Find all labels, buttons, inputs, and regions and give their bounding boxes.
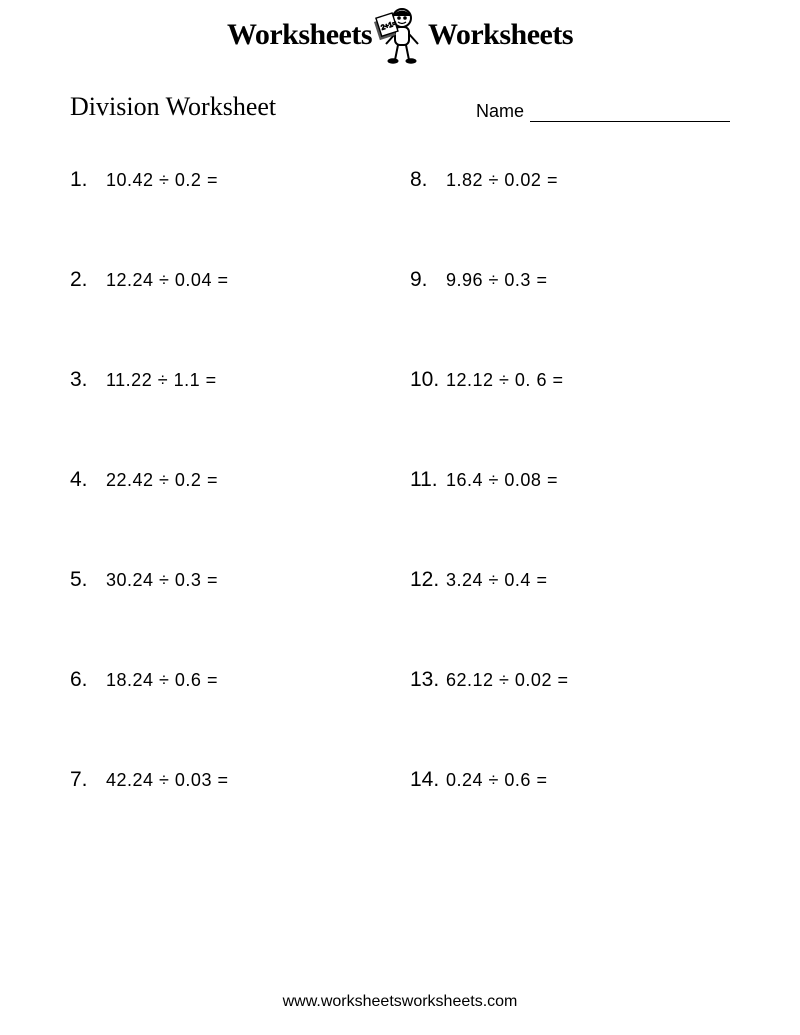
problem-row: 10. 12.12 ÷ 0. 6 = bbox=[410, 368, 740, 468]
logo-text-right: Worksheets bbox=[428, 18, 573, 51]
name-blank-line[interactable] bbox=[530, 102, 730, 122]
problem-expression: 18.24 ÷ 0.6 = bbox=[106, 670, 218, 691]
problem-expression: 22.42 ÷ 0.2 = bbox=[106, 470, 218, 491]
problem-number: 6. bbox=[70, 668, 106, 692]
problem-number: 13. bbox=[410, 668, 446, 692]
problem-number: 5. bbox=[70, 568, 106, 592]
problem-row: 3. 11.22 ÷ 1.1 = bbox=[70, 368, 400, 468]
problem-row: 7. 42.24 ÷ 0.03 = bbox=[70, 768, 400, 868]
problem-expression: 42.24 ÷ 0.03 = bbox=[106, 770, 228, 791]
logo-kid-icon: 2+1= bbox=[368, 4, 432, 73]
problem-row: 2. 12.24 ÷ 0.04 = bbox=[70, 268, 400, 368]
problem-expression: 1.82 ÷ 0.02 = bbox=[446, 170, 558, 191]
problem-number: 2. bbox=[70, 268, 106, 292]
problem-number: 7. bbox=[70, 768, 106, 792]
problem-number: 11. bbox=[410, 468, 446, 492]
problem-row: 9. 9.96 ÷ 0.3 = bbox=[410, 268, 740, 368]
footer-url: www.worksheetsworksheets.com bbox=[0, 993, 800, 1011]
worksheet-title: Division Worksheet bbox=[70, 92, 276, 122]
problem-number: 10. bbox=[410, 368, 446, 392]
problem-row: 6. 18.24 ÷ 0.6 = bbox=[70, 668, 400, 768]
problem-expression: 9.96 ÷ 0.3 = bbox=[446, 270, 547, 291]
problem-row: 4. 22.42 ÷ 0.2 = bbox=[70, 468, 400, 568]
problem-expression: 0.24 ÷ 0.6 = bbox=[446, 770, 547, 791]
problem-number: 9. bbox=[410, 268, 446, 292]
problem-row: 11. 16.4 ÷ 0.08 = bbox=[410, 468, 740, 568]
problem-expression: 12.24 ÷ 0.04 = bbox=[106, 270, 228, 291]
problems-grid: 1. 10.42 ÷ 0.2 = 8. 1.82 ÷ 0.02 = 2. 12.… bbox=[0, 122, 800, 868]
logo-text-left: Worksheets bbox=[227, 18, 372, 51]
problem-row: 12. 3.24 ÷ 0.4 = bbox=[410, 568, 740, 668]
problem-expression: 3.24 ÷ 0.4 = bbox=[446, 570, 547, 591]
problem-number: 1. bbox=[70, 168, 106, 192]
logo-inner: 2+1= WorksheetsWorksheets bbox=[227, 18, 573, 52]
problem-number: 12. bbox=[410, 568, 446, 592]
problem-row: 5. 30.24 ÷ 0.3 = bbox=[70, 568, 400, 668]
problem-expression: 10.42 ÷ 0.2 = bbox=[106, 170, 218, 191]
problem-row: 13. 62.12 ÷ 0.02 = bbox=[410, 668, 740, 768]
problem-number: 8. bbox=[410, 168, 446, 192]
problem-expression: 16.4 ÷ 0.08 = bbox=[446, 470, 558, 491]
problem-number: 14. bbox=[410, 768, 446, 792]
problem-expression: 11.22 ÷ 1.1 = bbox=[106, 370, 217, 391]
name-label: Name bbox=[476, 101, 524, 122]
name-field: Name bbox=[476, 101, 730, 122]
problem-expression: 62.12 ÷ 0.02 = bbox=[446, 670, 568, 691]
problem-number: 4. bbox=[70, 468, 106, 492]
problem-row: 14. 0.24 ÷ 0.6 = bbox=[410, 768, 740, 868]
problem-number: 3. bbox=[70, 368, 106, 392]
logo: 2+1= WorksheetsWorksheets bbox=[0, 0, 800, 52]
problem-row: 8. 1.82 ÷ 0.02 = bbox=[410, 168, 740, 268]
problem-row: 1. 10.42 ÷ 0.2 = bbox=[70, 168, 400, 268]
problem-expression: 12.12 ÷ 0. 6 = bbox=[446, 370, 563, 391]
problem-expression: 30.24 ÷ 0.3 = bbox=[106, 570, 218, 591]
